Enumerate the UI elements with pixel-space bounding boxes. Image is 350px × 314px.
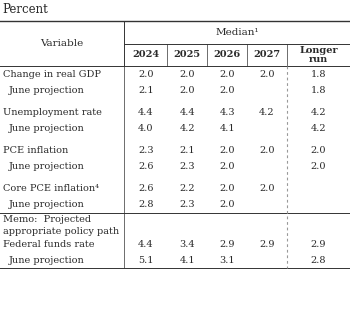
Text: 2.8: 2.8	[138, 200, 154, 209]
Text: Federal funds rate: Federal funds rate	[3, 240, 94, 249]
Text: 4.4: 4.4	[138, 108, 154, 117]
Text: Longer
run: Longer run	[299, 46, 338, 64]
Text: 2.0: 2.0	[259, 184, 275, 193]
Text: 2.0: 2.0	[180, 70, 195, 79]
Text: 3.1: 3.1	[219, 256, 235, 265]
Text: June projection: June projection	[9, 162, 84, 171]
Text: 2.1: 2.1	[138, 86, 154, 95]
Text: 1.8: 1.8	[311, 70, 326, 79]
Text: 2024: 2024	[132, 51, 159, 59]
Text: 4.3: 4.3	[219, 108, 235, 117]
Text: Core PCE inflation⁴: Core PCE inflation⁴	[3, 184, 99, 193]
Text: 2.0: 2.0	[138, 70, 154, 79]
Text: Variable: Variable	[41, 39, 84, 48]
Text: 4.2: 4.2	[259, 108, 275, 117]
Text: 4.2: 4.2	[311, 124, 326, 133]
Text: 2.2: 2.2	[180, 184, 195, 193]
Text: Percent: Percent	[3, 3, 49, 16]
Text: Memo:  Projected: Memo: Projected	[3, 215, 91, 224]
Text: 2.9: 2.9	[219, 240, 235, 249]
Text: 2.0: 2.0	[219, 70, 235, 79]
Text: 2025: 2025	[174, 51, 201, 59]
Text: 2.9: 2.9	[259, 240, 275, 249]
Text: 5.1: 5.1	[138, 256, 154, 265]
Text: 2.9: 2.9	[311, 240, 326, 249]
Text: 2.3: 2.3	[180, 162, 195, 171]
Text: 3.4: 3.4	[180, 240, 195, 249]
Text: June projection: June projection	[9, 256, 84, 265]
Text: June projection: June projection	[9, 124, 84, 133]
Text: 2.8: 2.8	[311, 256, 326, 265]
Text: 4.1: 4.1	[219, 124, 235, 133]
Text: 4.2: 4.2	[180, 124, 195, 133]
Text: June projection: June projection	[9, 86, 84, 95]
Text: 2.0: 2.0	[180, 86, 195, 95]
Text: Change in real GDP: Change in real GDP	[3, 70, 101, 79]
Text: 2.6: 2.6	[138, 162, 154, 171]
Text: 2.0: 2.0	[219, 184, 235, 193]
Text: 2027: 2027	[253, 51, 281, 59]
Text: 2.3: 2.3	[138, 146, 154, 155]
Text: 1.8: 1.8	[311, 86, 326, 95]
Text: PCE inflation: PCE inflation	[3, 146, 68, 155]
Text: 2026: 2026	[214, 51, 241, 59]
Text: 4.4: 4.4	[180, 108, 195, 117]
Text: 2.6: 2.6	[138, 184, 154, 193]
Text: 2.3: 2.3	[180, 200, 195, 209]
Text: 4.0: 4.0	[138, 124, 154, 133]
Text: 2.0: 2.0	[219, 200, 235, 209]
Text: appropriate policy path: appropriate policy path	[3, 227, 119, 236]
Text: 2.0: 2.0	[219, 146, 235, 155]
Text: 2.0: 2.0	[219, 162, 235, 171]
Text: 4.2: 4.2	[311, 108, 326, 117]
Text: Unemployment rate: Unemployment rate	[3, 108, 101, 117]
Text: 4.4: 4.4	[138, 240, 154, 249]
Text: June projection: June projection	[9, 200, 84, 209]
Text: 2.0: 2.0	[259, 70, 275, 79]
Text: 2.0: 2.0	[219, 86, 235, 95]
Text: 2.0: 2.0	[311, 162, 326, 171]
Text: 2.0: 2.0	[259, 146, 275, 155]
Text: 2.0: 2.0	[311, 146, 326, 155]
Text: Median¹: Median¹	[215, 28, 259, 37]
Text: 2.1: 2.1	[180, 146, 195, 155]
Text: 4.1: 4.1	[180, 256, 195, 265]
